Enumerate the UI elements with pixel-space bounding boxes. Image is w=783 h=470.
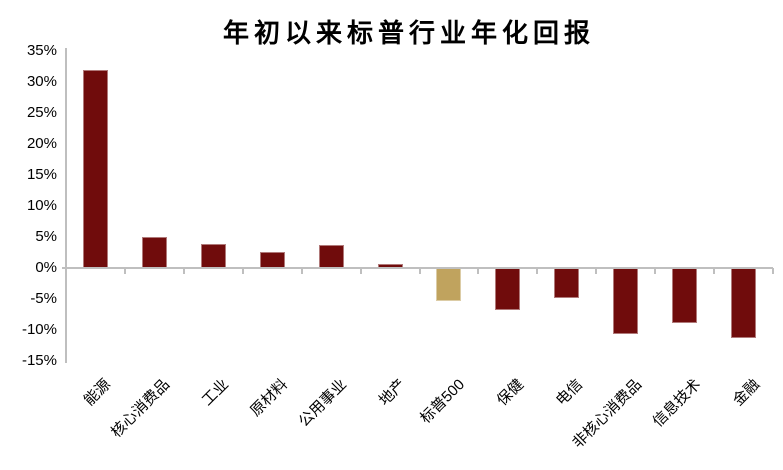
chart-bar: [672, 268, 698, 323]
x-axis-zero-line: [62, 267, 773, 269]
chart-bar: [318, 245, 344, 268]
chart-bar: [613, 268, 639, 335]
chart-bar: [141, 237, 167, 268]
x-axis-tick: [713, 268, 716, 274]
chart-bar: [259, 251, 285, 268]
x-axis-tick: [772, 268, 774, 274]
chart-bar: [731, 268, 757, 339]
chart-bar: [200, 244, 226, 268]
x-axis-category-label: 工业: [199, 376, 233, 410]
x-axis-category-label: 能源: [81, 376, 115, 410]
x-axis-tick: [300, 268, 303, 274]
y-axis-tick-label: 35%: [26, 42, 57, 59]
chart-bar: [495, 268, 521, 311]
x-axis-tick: [536, 268, 539, 274]
y-axis-tick-label: -15%: [21, 352, 57, 369]
chart-bar: [436, 268, 462, 301]
x-axis-category-label: 信息技术: [649, 376, 704, 431]
y-axis-tick-label: 15%: [26, 166, 57, 183]
y-axis-tick-label: 0%: [35, 259, 57, 276]
y-axis-tick-label: 25%: [26, 104, 57, 121]
y-axis-tick-label: -5%: [30, 290, 57, 307]
x-axis-category-label: 公用事业: [295, 376, 351, 431]
x-axis-tick: [595, 268, 598, 274]
chart-bar: [554, 268, 580, 298]
x-axis-category-label: 原材料: [247, 376, 292, 420]
x-axis-tick: [241, 268, 244, 274]
y-axis-tick-label: -10%: [21, 321, 57, 338]
x-axis-tick: [477, 268, 480, 274]
y-axis-tick-label: 30%: [26, 73, 57, 90]
chart-bar: [82, 69, 108, 268]
x-axis-tick: [182, 268, 185, 274]
x-axis-category-label: 金融: [729, 376, 763, 410]
x-axis-category-label: 保健: [493, 376, 527, 410]
x-axis-tick: [359, 268, 362, 274]
y-axis-tick-label: 10%: [26, 197, 57, 214]
y-axis-tick-label: 20%: [26, 135, 57, 152]
x-axis-category-label: 地产: [375, 376, 410, 410]
x-axis-category-label: 核心消费品: [108, 376, 174, 442]
x-axis-tick: [418, 268, 421, 274]
x-axis-tick: [123, 268, 126, 274]
y-axis-tick-label: 5%: [35, 228, 57, 245]
x-axis-category-label: 电信: [552, 376, 586, 410]
x-axis-tick: [654, 268, 657, 274]
x-axis-category-label: 标普500: [417, 376, 468, 427]
y-axis-line: [65, 48, 67, 363]
chart-title: 年初以来标普行业年化回报: [222, 18, 596, 48]
